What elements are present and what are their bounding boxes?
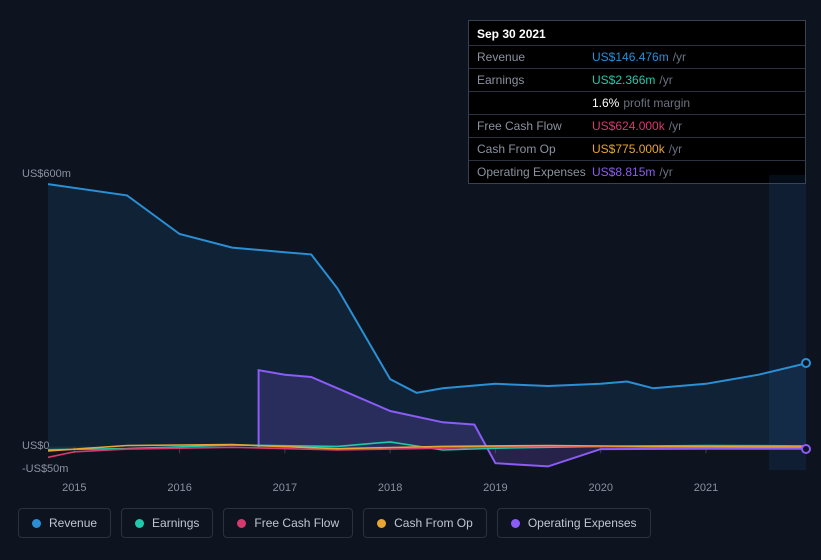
x-axis-label: 2016: [167, 482, 191, 494]
x-axis-label: 2018: [378, 482, 402, 494]
legend-swatch: [377, 519, 386, 528]
tooltip-value: US$2.366m: [592, 73, 655, 87]
legend-item-operatingExpenses[interactable]: Operating Expenses: [497, 508, 651, 538]
tooltip-suffix: /yr: [659, 73, 672, 87]
tooltip-value: US$624.000k: [592, 119, 665, 133]
tooltip-value: 1.6%: [592, 96, 619, 110]
legend-swatch: [135, 519, 144, 528]
legend-label: Revenue: [49, 516, 97, 530]
tooltip-suffix: /yr: [669, 119, 682, 133]
series-end-marker: [801, 358, 811, 368]
chart-legend: Revenue Earnings Free Cash Flow Cash From O…: [18, 508, 651, 538]
x-axis-label: 2017: [273, 482, 297, 494]
legend-label: Free Cash Flow: [254, 516, 339, 530]
x-axis-label: 2020: [588, 482, 612, 494]
x-axis-label: 2021: [694, 482, 718, 494]
tooltip-row: EarningsUS$2.366m/yr: [469, 68, 805, 91]
financials-chart: US$600mUS$0-US$50m 201520162017201820192…: [0, 150, 821, 500]
legend-label: Earnings: [152, 516, 199, 530]
legend-swatch: [32, 519, 41, 528]
tooltip-value: US$146.476m: [592, 50, 669, 64]
legend-item-cashFromOp[interactable]: Cash From Op: [363, 508, 487, 538]
tooltip-date: Sep 30 2021: [469, 21, 805, 45]
tooltip-suffix: /yr: [673, 50, 686, 64]
series-end-marker: [801, 444, 811, 454]
x-axis: 2015 2016 2017 2018 2019 2020 2021: [48, 482, 806, 502]
tooltip-label: [477, 96, 592, 110]
legend-label: Operating Expenses: [528, 516, 637, 530]
legend-item-revenue[interactable]: Revenue: [18, 508, 111, 538]
chart-plot-area[interactable]: [48, 175, 806, 470]
legend-swatch: [237, 519, 246, 528]
legend-label: Cash From Op: [394, 516, 473, 530]
tooltip-row: Free Cash FlowUS$624.000k/yr: [469, 114, 805, 137]
legend-item-earnings[interactable]: Earnings: [121, 508, 213, 538]
legend-item-freeCashFlow[interactable]: Free Cash Flow: [223, 508, 353, 538]
tooltip-label: Free Cash Flow: [477, 119, 592, 133]
tooltip-label: Revenue: [477, 50, 592, 64]
tooltip-row: 1.6% profit margin: [469, 91, 805, 114]
tooltip-label: Earnings: [477, 73, 592, 87]
x-axis-label: 2015: [62, 482, 86, 494]
legend-swatch: [511, 519, 520, 528]
tooltip-row: RevenueUS$146.476m/yr: [469, 45, 805, 68]
y-axis-label: US$0: [22, 440, 50, 452]
x-axis-label: 2019: [483, 482, 507, 494]
tooltip-suffix: profit margin: [623, 96, 690, 110]
